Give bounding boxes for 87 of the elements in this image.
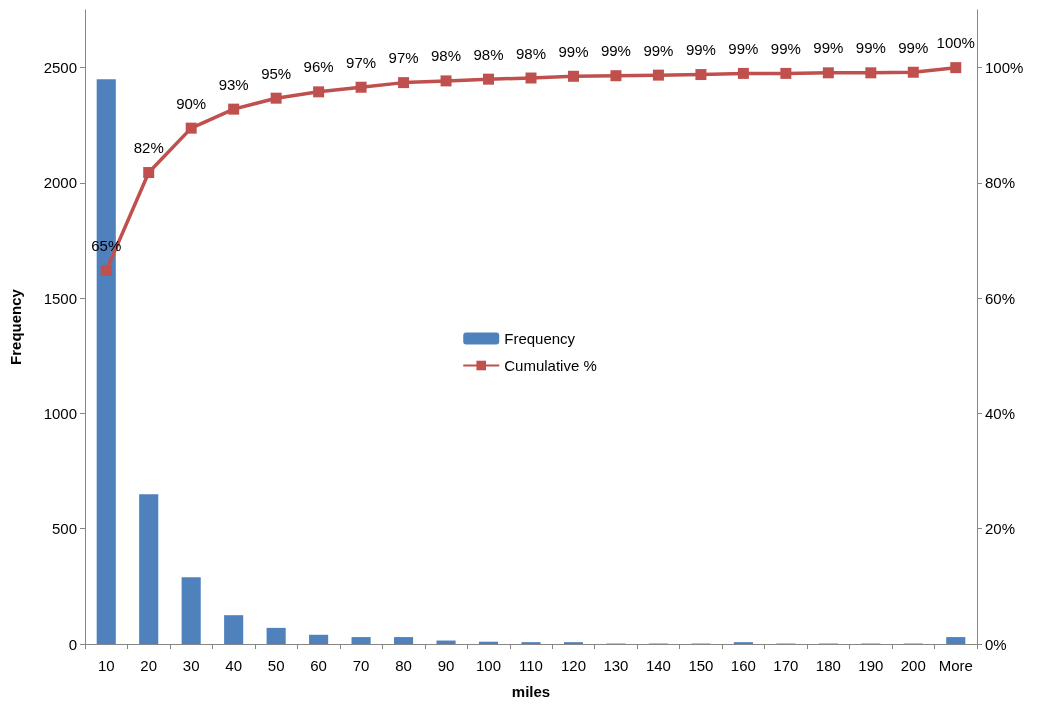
point [695,69,707,81]
x-tick-label: 60 [310,657,327,674]
point [313,86,325,98]
data-label: 99% [898,38,929,56]
bar [946,637,966,644]
data-label: 90% [176,94,207,112]
y2-tick-label: 0% [985,635,1007,653]
x-tick-label: 100 [476,657,502,674]
data-label: 95% [261,64,292,82]
data-label: 99% [855,39,886,57]
x-tick-label: 120 [560,657,586,674]
point [440,75,452,87]
bar [139,494,159,644]
data-label: 98% [473,45,504,63]
y-tick-label: 1500 [43,289,77,307]
x-tick-label: 170 [773,657,799,674]
data-label: 99% [813,39,844,57]
point [100,265,112,277]
data-label: 96% [303,58,334,76]
data-label: 82% [133,139,164,157]
data-label: 98% [431,47,462,65]
legend-label: Cumulative % [504,357,597,374]
y-tick-label: 0 [68,635,77,653]
point [185,122,197,134]
point [398,77,410,89]
data-label: 100% [936,34,975,52]
point [610,70,622,82]
y2-tick-label: 60% [985,289,1016,307]
data-label: 99% [558,42,589,60]
data-label: 99% [685,41,716,59]
bar [436,640,456,644]
point [780,67,792,79]
y2-tick-label: 20% [985,520,1016,538]
x-tick-label: 10 [97,657,115,674]
y2-tick-label: 80% [985,174,1016,192]
point [652,69,664,81]
point [907,66,919,78]
x-tick-label: 110 [519,657,543,674]
x-tick-label: 40 [225,657,243,674]
data-label: 97% [388,49,419,67]
point [737,67,749,79]
data-label: 98% [515,44,547,62]
point [228,103,240,115]
x-tick-label: 50 [267,657,285,674]
x-tick-label: 30 [182,657,200,674]
point [483,73,495,85]
x-tick-label: 140 [645,657,671,674]
y-axis-title: Frequency [7,288,24,365]
x-tick-label: 90 [437,657,455,674]
y-tick-label: 500 [51,520,77,538]
x-tick-label: 130 [603,657,629,674]
data-label: 99% [728,39,759,57]
data-label: 99% [600,42,631,60]
legend-label: Frequency [504,330,576,347]
bar [309,634,329,644]
x-tick-label: 200 [900,657,926,674]
point [950,62,962,74]
y2-tick-label: 40% [985,404,1016,422]
y-tick-label: 2500 [43,59,77,77]
y-tick-label: 1000 [43,404,77,422]
x-tick-label: 150 [688,657,714,674]
data-label: 93% [218,75,249,93]
x-tick-label: 180 [815,657,841,674]
point [525,72,537,84]
x-axis-title: miles [511,683,551,700]
point [270,92,282,104]
x-tick-label: 160 [730,657,756,674]
bar [351,637,371,644]
data-label: 99% [770,39,801,57]
data-label: 97% [346,53,377,71]
x-tick-label: 20 [140,657,158,674]
point [143,167,155,179]
point [865,67,877,79]
bar [181,577,201,644]
y2-tick-label: 100% [985,59,1024,77]
point [822,67,834,79]
data-label: 99% [643,41,674,59]
point [355,81,367,93]
x-tick-label: 70 [352,657,370,674]
y-tick-label: 2000 [43,174,77,192]
point [567,70,579,82]
bar [266,627,286,644]
x-tick-label: More [938,657,973,674]
x-tick-label: 190 [858,657,884,674]
bar [224,615,244,644]
x-tick-label: 80 [395,657,412,674]
bar [394,637,414,644]
